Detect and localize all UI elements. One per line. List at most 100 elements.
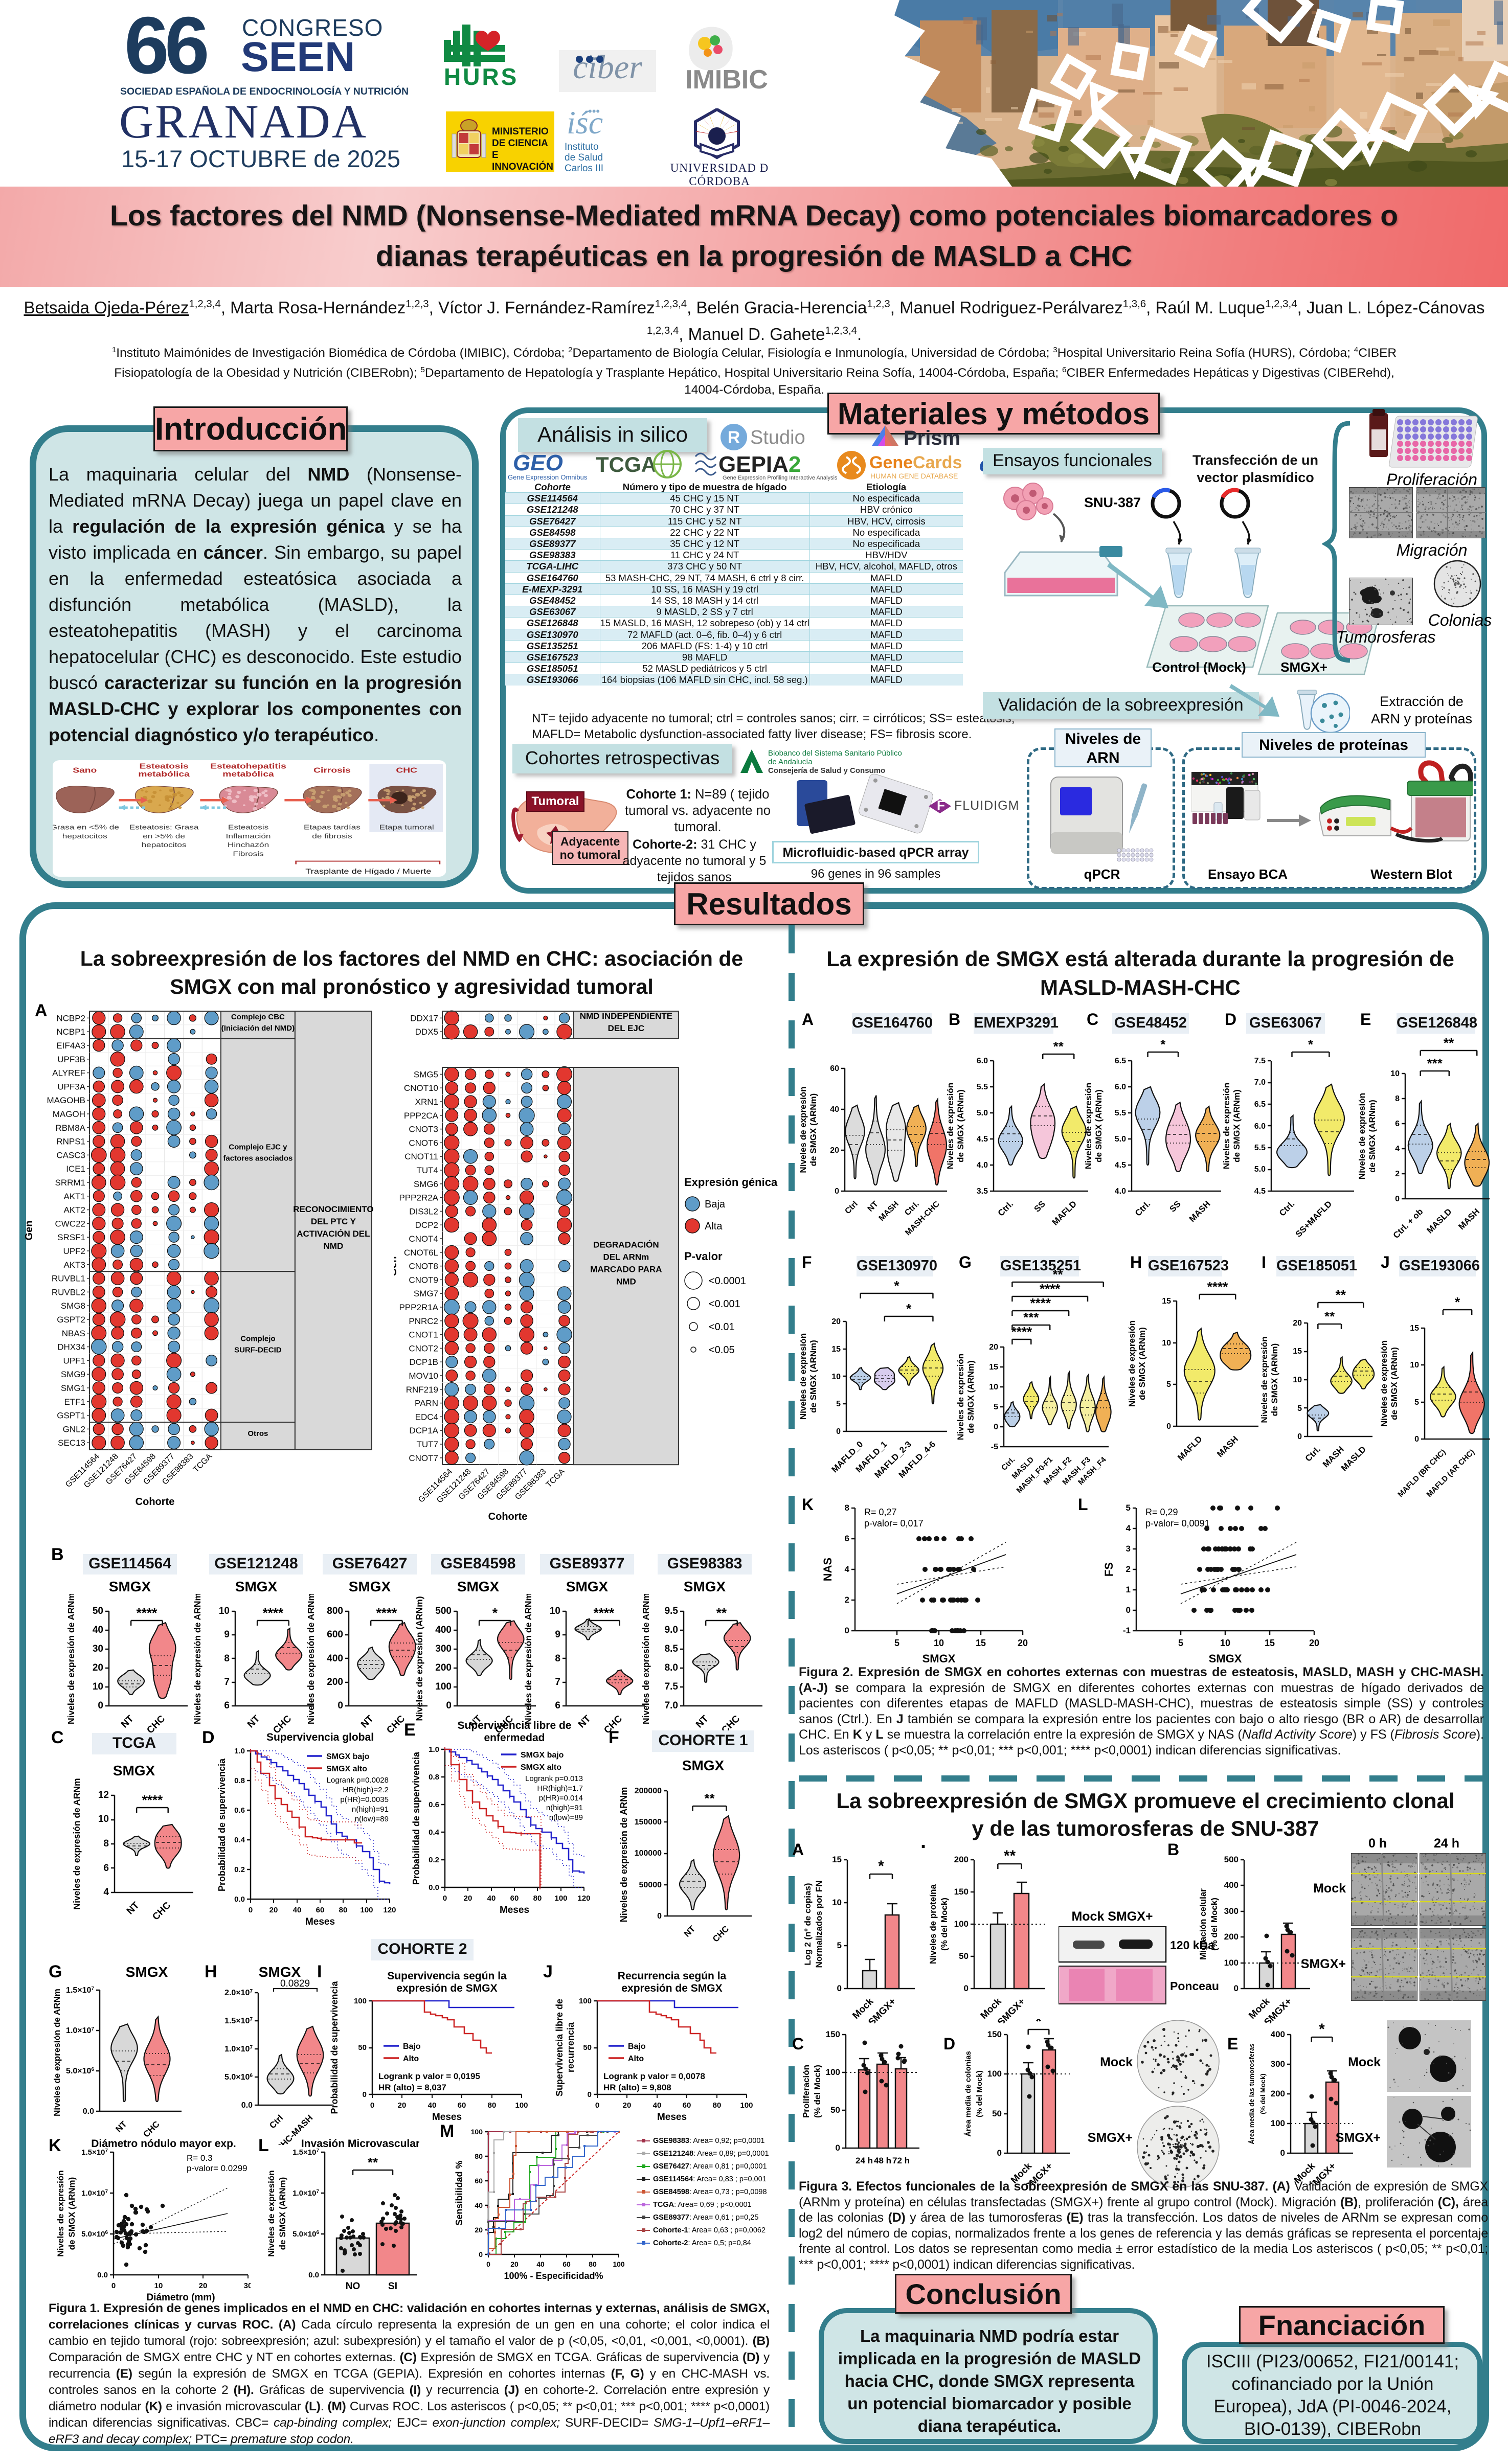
svg-text:20: 20 — [1018, 1638, 1028, 1648]
svg-text:150: 150 — [987, 2029, 1002, 2039]
svg-text:RBM8A: RBM8A — [55, 1123, 85, 1133]
svg-text:****: **** — [594, 1605, 615, 1621]
svg-text:CNOT4: CNOT4 — [409, 1234, 438, 1244]
svg-text:*: * — [492, 1605, 498, 1621]
svg-text:Supervivencia global: Supervivencia global — [266, 1731, 374, 1743]
svg-text:400: 400 — [435, 1625, 452, 1635]
svg-text:Gen: Gen — [394, 1257, 399, 1276]
svg-text:600: 600 — [327, 1629, 343, 1640]
svg-text:5: 5 — [1178, 1638, 1183, 1648]
svg-text:HURS: HURS — [444, 63, 519, 90]
svg-text:no tumoral: no tumoral — [560, 848, 621, 861]
svg-text:0: 0 — [657, 1912, 662, 1921]
svg-text:de SMGX (ARNm): de SMGX (ARNm) — [808, 1340, 818, 1413]
svg-text:20: 20 — [93, 1662, 103, 1673]
svg-text:1.0×107: 1.0×107 — [66, 2026, 94, 2036]
svg-text:****: **** — [263, 1605, 284, 1621]
svg-text:TUT7: TUT7 — [417, 1440, 439, 1449]
svg-text:Gene Expression Profiling Inte: Gene Expression Profiling Interactive An… — [723, 475, 838, 481]
svg-text:DEL EJC: DEL EJC — [608, 1023, 645, 1033]
svg-text:100: 100 — [954, 1919, 969, 1929]
svg-text:en >5% de: en >5% de — [143, 833, 185, 840]
svg-text:MAFLD (AR CHC): MAFLD (AR CHC) — [1425, 1448, 1476, 1498]
svg-text:GSE98383: Area= 0,92; p=0,0001: GSE98383: Area= 0,92; p=0,0001 — [653, 2137, 765, 2145]
svg-text:RUVBL1: RUVBL1 — [52, 1274, 85, 1284]
svg-text:CNOT6L: CNOT6L — [404, 1248, 438, 1258]
svg-text:10: 10 — [154, 2282, 163, 2290]
svg-text:Niveles de expresión: Niveles de expresión — [1379, 1340, 1389, 1427]
svg-text:Cohorte: Cohorte — [488, 1511, 528, 1522]
svg-text:FS: FS — [1102, 1562, 1115, 1577]
svg-text:UPF2: UPF2 — [63, 1246, 85, 1256]
svg-text:Esteatosis: Grasa: Esteatosis: Grasa — [129, 824, 199, 831]
svg-text:20: 20 — [830, 1146, 839, 1155]
svg-text:80: 80 — [533, 1894, 542, 1903]
svg-text:1.5×107: 1.5×107 — [66, 1986, 94, 1995]
svg-text:ICE1: ICE1 — [66, 1164, 85, 1174]
svg-text:100: 100 — [613, 2260, 625, 2268]
svg-text:5: 5 — [1166, 1380, 1171, 1389]
svg-text:40: 40 — [487, 1894, 496, 1903]
svg-text:HR(high)=1.7: HR(high)=1.7 — [537, 1784, 583, 1793]
svg-text:DEL PTC Y: DEL PTC Y — [311, 1217, 356, 1226]
svg-text:GSPT1: GSPT1 — [57, 1411, 85, 1421]
svg-text:0: 0 — [446, 1700, 452, 1711]
svg-text:20: 20 — [510, 2260, 519, 2268]
svg-text:50: 50 — [358, 2043, 367, 2052]
svg-text:150000: 150000 — [635, 1818, 662, 1827]
svg-text:60: 60 — [316, 1906, 325, 1914]
svg-text:F: F — [937, 797, 945, 813]
svg-text:5: 5 — [1297, 1404, 1302, 1413]
svg-text:Niveles de proteína: Niveles de proteína — [928, 1884, 938, 1964]
svg-text:10: 10 — [1410, 1361, 1419, 1370]
svg-text:Normalizados por FN: Normalizados por FN — [814, 1881, 824, 1968]
svg-text:10: 10 — [550, 1606, 560, 1616]
svg-text:Área media de las tumorosferas: Área media de las tumorosferas — [1248, 2043, 1255, 2144]
svg-text:Ctrl.: Ctrl. — [1000, 1455, 1017, 1472]
svg-text:****: **** — [376, 1605, 397, 1621]
svg-text:**: ** — [1324, 1309, 1335, 1324]
svg-text:5.5: 5.5 — [1115, 1109, 1126, 1117]
svg-text:10: 10 — [1162, 1339, 1171, 1348]
svg-text:0: 0 — [1126, 1605, 1131, 1615]
svg-text:TCGA: Area= 0,69 ; p<0,0001: TCGA: Area= 0,69 ; p<0,0001 — [653, 2201, 752, 2209]
svg-text:0: 0 — [1280, 2148, 1285, 2158]
svg-text:Ctrl: Ctrl — [267, 2113, 285, 2130]
svg-text:RECONOCIMIENTO: RECONOCIMIENTO — [293, 1204, 373, 1214]
svg-text:40: 40 — [536, 2260, 545, 2268]
svg-text:80: 80 — [589, 2260, 597, 2268]
svg-text:100: 100 — [471, 2128, 483, 2136]
svg-text:Niveles de expresión: Niveles de expresión — [56, 2170, 65, 2256]
svg-text:hepatocitos: hepatocitos — [142, 841, 187, 849]
svg-text:0: 0 — [1395, 1195, 1400, 1203]
svg-text:<0.01: <0.01 — [709, 1321, 735, 1333]
svg-text:MAGOHB: MAGOHB — [47, 1096, 85, 1105]
svg-text:(Iniciación del NMD): (Iniciación del NMD) — [221, 1024, 295, 1033]
svg-text:UPF1: UPF1 — [63, 1356, 85, 1365]
svg-text:Complejo: Complejo — [240, 1335, 275, 1343]
svg-text:60: 60 — [683, 2101, 691, 2110]
svg-text:-1: -1 — [1123, 1626, 1131, 1635]
svg-text:50: 50 — [959, 1951, 969, 1961]
svg-text:PPP2R2A: PPP2R2A — [399, 1193, 438, 1203]
svg-text:MASH: MASH — [877, 1200, 900, 1223]
svg-text:****: **** — [1011, 1324, 1032, 1339]
svg-text:6: 6 — [555, 1700, 560, 1711]
svg-text:800: 800 — [327, 1606, 343, 1616]
svg-text:50: 50 — [93, 1606, 103, 1616]
svg-text:9.5: 9.5 — [665, 1606, 679, 1616]
svg-text:0: 0 — [588, 2090, 592, 2099]
svg-text:Meses: Meses — [432, 2112, 462, 2123]
svg-text:40: 40 — [293, 1906, 302, 1914]
svg-text:Niveles de expresión: Niveles de expresión — [1357, 1093, 1367, 1179]
svg-text:7: 7 — [555, 1677, 560, 1687]
svg-text:Área media de colonias: Área media de colonias — [964, 2051, 973, 2137]
svg-text:Diámetro nódulo mayor exp.: Diámetro nódulo mayor exp. — [91, 2138, 236, 2150]
svg-text:Meses: Meses — [500, 1905, 529, 1915]
svg-text:5: 5 — [994, 1403, 998, 1411]
svg-text:12: 12 — [98, 1790, 109, 1800]
svg-text:Niveles de expresión de ARNm: Niveles de expresión de ARNm — [52, 1989, 62, 2116]
svg-text:CNOT8: CNOT8 — [409, 1262, 438, 1271]
svg-text:0.6: 0.6 — [234, 1806, 245, 1815]
svg-text:(% del Mock): (% del Mock) — [975, 2070, 984, 2117]
